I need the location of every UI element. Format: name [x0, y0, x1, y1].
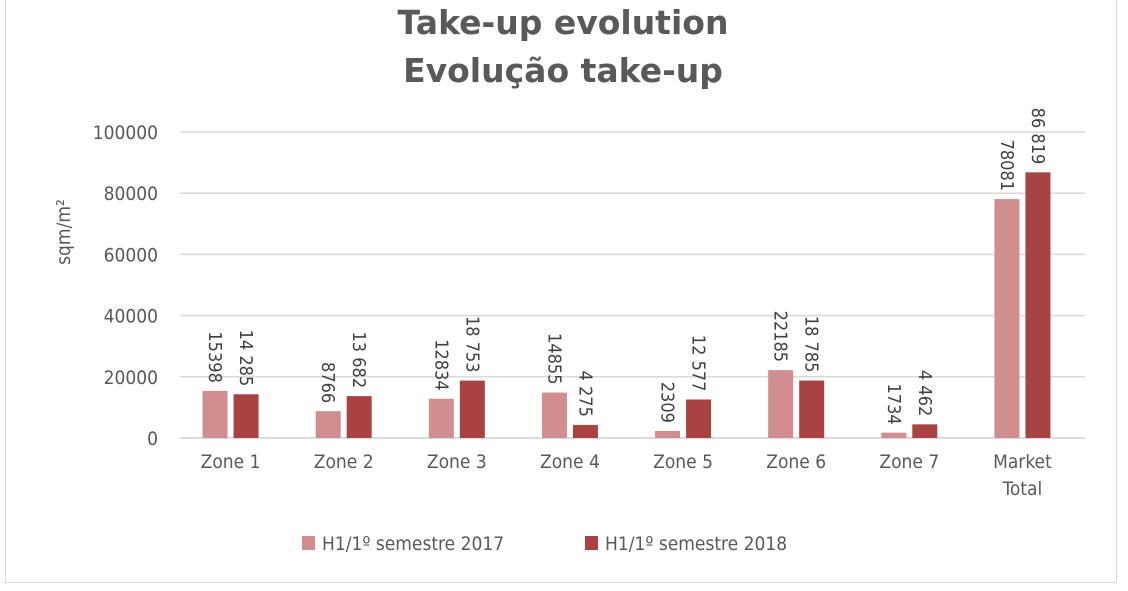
data-label: 14 285 — [235, 330, 256, 387]
legend-label: H1/1º semestre 2017 — [322, 533, 504, 555]
data-label: 18 753 — [461, 316, 482, 373]
data-label: 2309 — [657, 382, 678, 423]
x-tick-label: Zone 5 — [653, 451, 713, 473]
data-label: 13 682 — [348, 331, 369, 388]
bar-2018 — [233, 394, 259, 438]
bar-2018 — [686, 399, 712, 438]
bar-2018 — [346, 396, 372, 438]
bar-2017 — [202, 390, 228, 438]
bar-2017 — [994, 199, 1020, 438]
y-axis-label: sqm/m² — [53, 199, 75, 265]
data-label: 12834 — [430, 339, 451, 391]
chart-title-line-1: Take-up evolution — [398, 3, 729, 42]
legend-label: H1/1º semestre 2018 — [605, 533, 787, 555]
bar-2017 — [881, 432, 907, 438]
data-label: 1734 — [883, 383, 904, 424]
x-tick-label: Zone 6 — [766, 451, 826, 473]
data-label: 15398 — [204, 331, 225, 383]
x-tick-label: Market — [993, 451, 1052, 473]
x-tick-label: Zone 4 — [540, 451, 600, 473]
bar-2017 — [315, 411, 341, 438]
bar-2017 — [541, 392, 567, 438]
chart-frame — [5, 0, 1117, 583]
bar-2018 — [572, 424, 598, 438]
chart-title-line-2: Evolução take-up — [403, 51, 723, 90]
data-label: 4 462 — [914, 370, 935, 416]
data-label: 4 275 — [574, 371, 595, 417]
x-tick-label: Zone 7 — [879, 451, 939, 473]
data-label: 14855 — [543, 333, 564, 385]
y-tick-label: 100000 — [93, 122, 158, 144]
y-tick-label: 40000 — [104, 306, 158, 328]
legend-swatch — [302, 536, 315, 550]
bar-2017 — [428, 398, 454, 438]
data-label: 12 577 — [688, 335, 709, 392]
x-tick-label: Zone 1 — [201, 451, 261, 473]
y-tick-label: 20000 — [104, 367, 158, 389]
data-label: 86 819 — [1027, 108, 1048, 165]
bar-2017 — [768, 370, 794, 438]
y-tick-label: 0 — [147, 428, 158, 450]
x-tick-label: Total — [1002, 478, 1043, 500]
data-label: 8766 — [317, 362, 338, 403]
y-tick-label: 80000 — [104, 183, 158, 205]
bar-2018 — [459, 380, 485, 438]
legend-swatch — [585, 536, 598, 550]
x-tick-label: Zone 2 — [314, 451, 374, 473]
y-tick-label: 60000 — [104, 244, 158, 266]
x-tick-label: Zone 3 — [427, 451, 487, 473]
data-label: 18 785 — [801, 316, 822, 373]
bar-2018 — [1025, 172, 1051, 438]
data-label: 78081 — [996, 140, 1017, 192]
bar-2018 — [799, 380, 825, 438]
bar-2018 — [912, 424, 938, 438]
bar-2017 — [655, 430, 681, 438]
data-label: 22185 — [770, 311, 791, 363]
